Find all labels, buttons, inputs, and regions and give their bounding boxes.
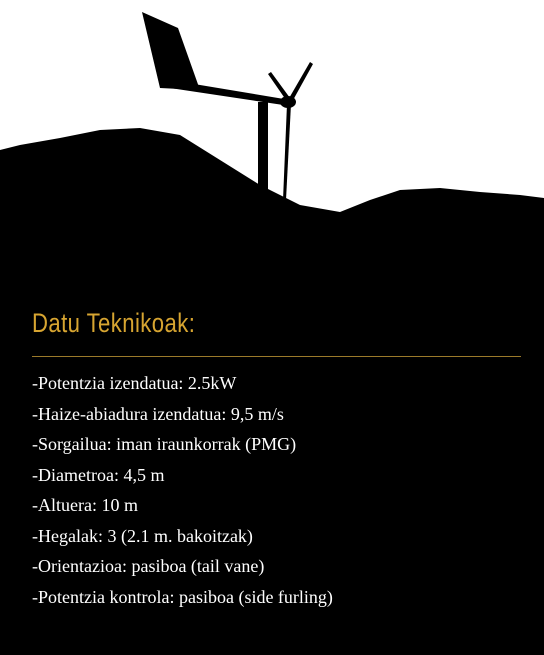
spec-item: -Hegalak: 3 (2.1 m. bakoitzak) [32,521,333,552]
spec-item: -Diametroa: 4,5 m [32,460,333,491]
spec-item: -Orientazioa: pasiboa (tail vane) [32,551,333,582]
spec-item: -Sorgailua: iman iraunkorrak (PMG) [32,429,333,460]
specs-panel: Datu Teknikoak: -Potentzia izendatua: 2.… [0,0,544,655]
heading: Datu Teknikoak: [32,308,195,339]
spec-item: -Potentzia izendatua: 2.5kW [32,368,333,399]
spec-item: -Haize-abiadura izendatua: 9,5 m/s [32,399,333,430]
page: Datu Teknikoak: -Potentzia izendatua: 2.… [0,0,544,655]
spec-item: -Altuera: 10 m [32,490,333,521]
divider [32,356,521,357]
spec-list: -Potentzia izendatua: 2.5kW-Haize-abiadu… [32,368,333,612]
spec-item: -Potentzia kontrola: pasiboa (side furli… [32,582,333,613]
